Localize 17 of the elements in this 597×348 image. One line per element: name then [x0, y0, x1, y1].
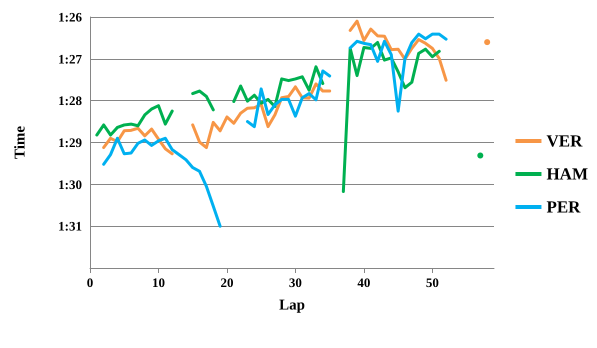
- x-tick-label: 0: [86, 275, 94, 290]
- x-axis-title: Lap: [279, 298, 305, 314]
- x-tick-label: 50: [426, 275, 439, 290]
- x-tick-label: 40: [357, 275, 370, 290]
- y-tick-label: 1:31: [58, 218, 82, 234]
- x-tick-label: 20: [220, 275, 234, 290]
- y-axis-title: Time: [12, 126, 28, 160]
- y-tick-label: 1:27: [58, 51, 82, 66]
- legend-label: PER: [546, 198, 582, 216]
- legend-label: HAM: [546, 164, 588, 184]
- x-tick-label: 30: [288, 275, 302, 290]
- y-tick-label: 1:28: [58, 93, 82, 108]
- legend-label: VER: [546, 132, 584, 150]
- y-tick-label: 1:26: [58, 10, 82, 24]
- y-tick-label: 1:30: [58, 176, 82, 192]
- x-tick-label: 10: [152, 275, 165, 290]
- y-tick-label: 1:29: [58, 135, 82, 150]
